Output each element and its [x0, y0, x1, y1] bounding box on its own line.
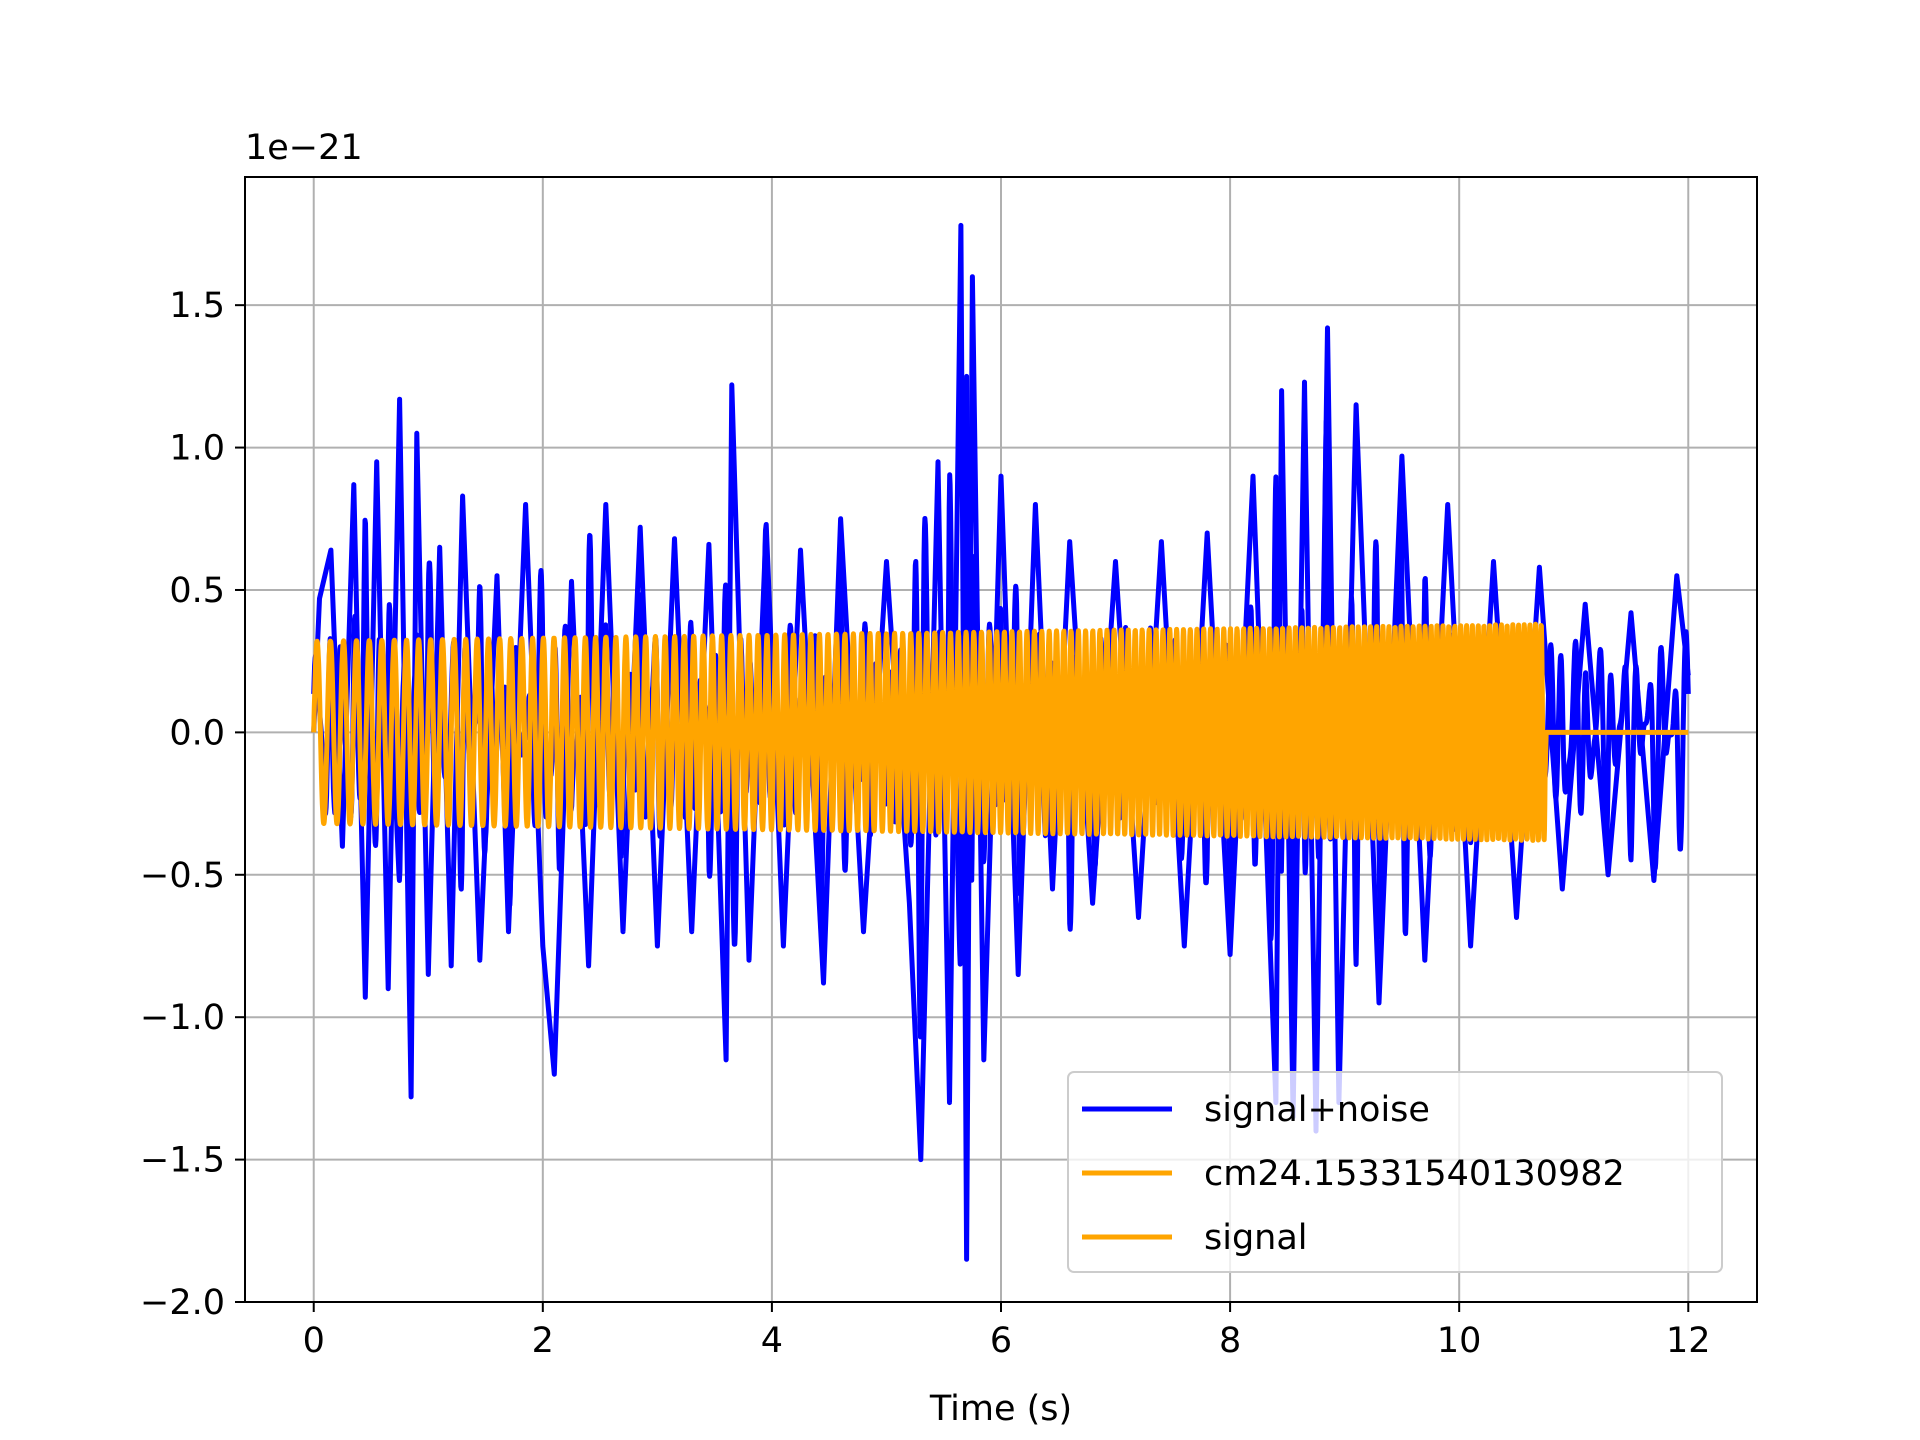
x-tick-label: 8 [1219, 1321, 1241, 1361]
x-tick-label: 12 [1666, 1321, 1711, 1361]
x-tick-label: 6 [990, 1321, 1012, 1361]
x-tick-label: 10 [1437, 1321, 1482, 1361]
x-axis: 0 2 4 6 8 10 12 [303, 1302, 1711, 1361]
series-signal-line [311, 621, 1689, 843]
x-tick-label: 0 [303, 1321, 325, 1361]
y-tick-label: 0.0 [169, 713, 225, 753]
plot-area [311, 222, 1691, 1262]
legend-label: signal+noise [1204, 1090, 1430, 1130]
x-tick-label: 4 [761, 1321, 783, 1361]
legend: signal+noise cm24.15331540130982 signal [1067, 1071, 1723, 1273]
legend-label: cm24.15331540130982 [1204, 1154, 1625, 1194]
y-tick-label: 0.5 [169, 571, 225, 611]
series-group [311, 222, 1691, 1262]
x-tick-label: 2 [532, 1321, 554, 1361]
y-axis: −2.0 −1.5 −1.0 −0.5 0.0 0.5 1.0 1.5 [140, 286, 245, 1323]
y-tick-label: −1.5 [140, 1141, 225, 1181]
y-offset-label: 1e−21 [245, 128, 363, 168]
legend-label: signal [1204, 1218, 1308, 1258]
x-axis-label: Time (s) [929, 1389, 1072, 1429]
y-tick-label: −2.0 [140, 1283, 225, 1323]
y-tick-label: 1.5 [169, 286, 225, 326]
y-tick-label: −1.0 [140, 998, 225, 1038]
y-tick-label: 1.0 [169, 429, 225, 469]
y-tick-label: −0.5 [140, 856, 225, 896]
legend-box [1067, 1071, 1723, 1273]
